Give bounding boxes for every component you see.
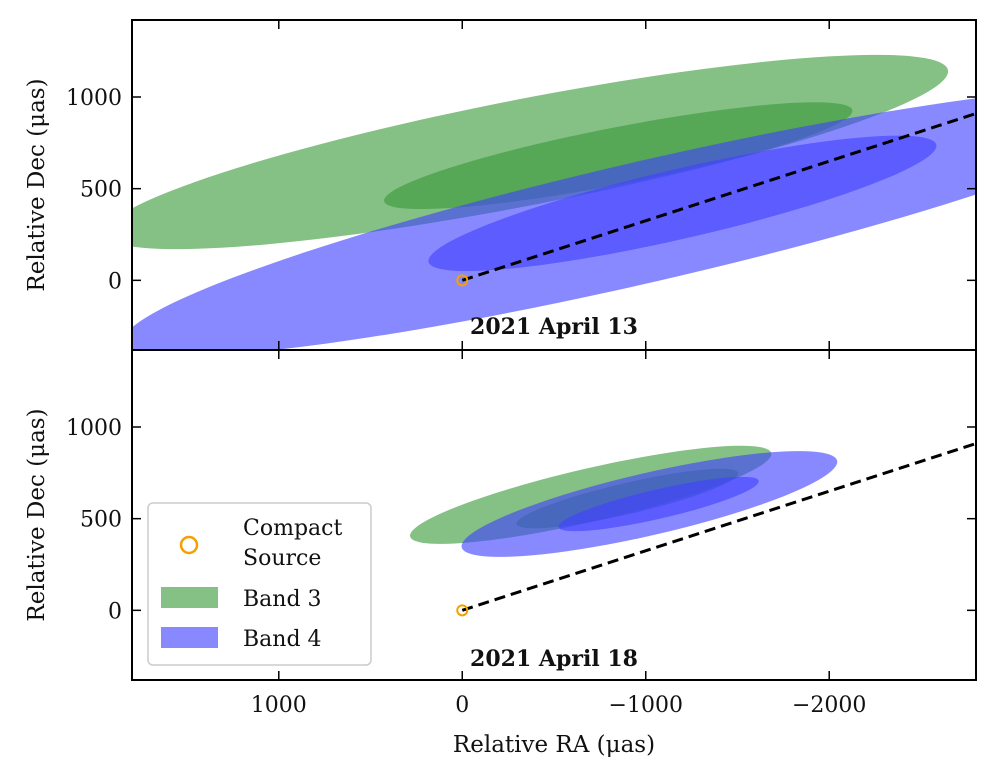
- legend-band4-label: Band 4: [243, 627, 322, 652]
- x-axis-label: Relative RA (μas): [453, 732, 655, 758]
- panel-date-label: 2021 April 18: [470, 646, 638, 672]
- panel-april-13: 0 500 1000 2021 April 13: [66, 20, 976, 350]
- y-tick-label: 500: [80, 178, 122, 203]
- legend-compact-label-line1: Compact: [243, 516, 342, 541]
- x-tick-labels: 1000 0 −1000 −2000: [251, 693, 867, 718]
- ellipse-band4-inner: [428, 135, 937, 272]
- ellipse-band4-inner: [558, 476, 759, 532]
- compact-source-marker: [456, 274, 469, 287]
- jet-direction-line: [461, 112, 976, 282]
- compact-source-marker: [456, 604, 469, 617]
- y-tick-label: 0: [108, 599, 122, 624]
- legend: Compact Source Band 3 Band 4: [147, 502, 372, 666]
- legend-box: [147, 502, 372, 666]
- error-ellipses: [410, 445, 838, 557]
- legend-compact-source-marker: [179, 535, 199, 555]
- overlay: [456, 112, 976, 287]
- panel-april-18: 0 500 1000 2021 April 18: [66, 350, 976, 680]
- ellipse-band3-inner: [384, 102, 853, 210]
- jet-direction-line: [461, 442, 976, 612]
- axis-ticks: 0 500 1000: [66, 350, 976, 680]
- panel-date-label: 2021 April 13: [470, 314, 638, 340]
- error-ellipses: [132, 54, 976, 350]
- y-axis-label-top: Relative Dec (μas): [24, 78, 50, 291]
- axis-ticks: 0 500 1000: [66, 20, 976, 350]
- x-tick-label: −2000: [792, 693, 866, 718]
- legend-band3-swatch: [161, 587, 218, 608]
- overlay: [456, 442, 976, 617]
- y-tick-label: 500: [80, 508, 122, 533]
- legend-band4-swatch: [161, 627, 218, 648]
- y-axis-label-bottom: Relative Dec (μas): [24, 408, 50, 621]
- y-tick-label: 0: [108, 269, 122, 294]
- legend-band3-label: Band 3: [243, 587, 322, 612]
- y-tick-label: 1000: [66, 86, 122, 111]
- x-tick-label: −1000: [609, 693, 683, 718]
- y-tick-label: 1000: [66, 416, 122, 441]
- x-tick-label: 0: [455, 693, 469, 718]
- legend-compact-label-line2: Source: [243, 546, 321, 571]
- x-tick-label: 1000: [251, 693, 307, 718]
